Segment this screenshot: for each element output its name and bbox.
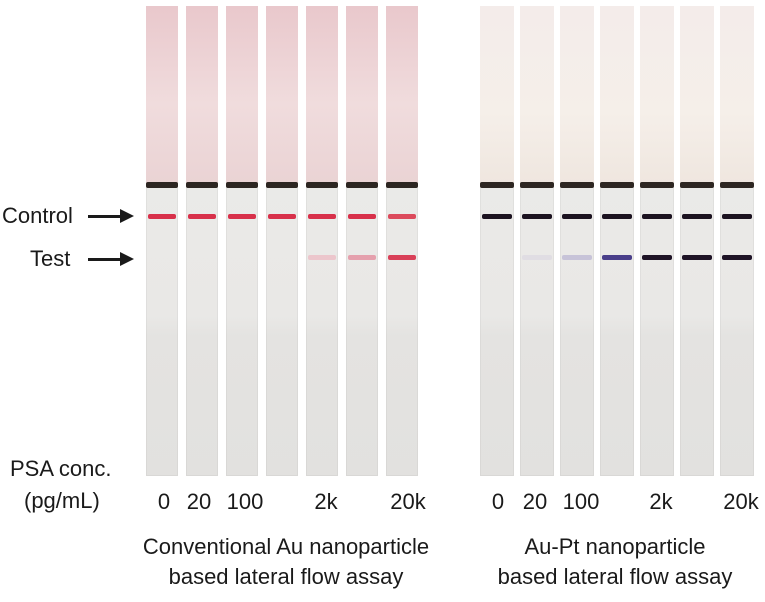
pad-boundary xyxy=(266,182,298,188)
test-band xyxy=(522,255,552,260)
control-band xyxy=(388,214,416,219)
psa-unit-label: (pg/mL) xyxy=(24,488,100,513)
pad-boundary xyxy=(520,182,554,188)
control-band xyxy=(642,214,672,219)
control-band xyxy=(722,214,752,219)
sample-pad xyxy=(720,6,754,184)
control-label: Control xyxy=(2,203,73,228)
sample-pad xyxy=(306,6,338,184)
left-conc-20: 20 xyxy=(186,489,212,514)
right-conc-20k: 20k xyxy=(723,489,759,514)
left-caption: Conventional Au nanoparticle based later… xyxy=(108,532,464,592)
control-band xyxy=(602,214,632,219)
test-label: Test xyxy=(30,246,71,271)
left-conc-0: 0 xyxy=(157,489,171,514)
left-conc-20k: 20k xyxy=(390,489,426,514)
pad-boundary xyxy=(346,182,378,188)
pad-boundary xyxy=(600,182,634,188)
sample-pad xyxy=(386,6,418,184)
control-band xyxy=(482,214,512,219)
left-conc-100: 100 xyxy=(226,489,264,514)
aupt-strip-5 xyxy=(640,6,674,476)
control-band xyxy=(308,214,336,219)
left-conc-2k: 2k xyxy=(314,489,338,514)
au-strip-5 xyxy=(306,6,338,476)
right-caption-line1: Au-Pt nanoparticle xyxy=(524,534,706,559)
control-band xyxy=(522,214,552,219)
control-band xyxy=(228,214,256,219)
sample-pad xyxy=(520,6,554,184)
pad-boundary xyxy=(720,182,754,188)
test-band xyxy=(682,255,712,260)
right-conc-2k: 2k xyxy=(649,489,673,514)
right-conc-0: 0 xyxy=(491,489,505,514)
pad-boundary xyxy=(480,182,514,188)
au-strip-3 xyxy=(226,6,258,476)
pad-boundary xyxy=(146,182,178,188)
pad-boundary xyxy=(386,182,418,188)
control-band xyxy=(682,214,712,219)
aupt-strip-3 xyxy=(560,6,594,476)
sample-pad xyxy=(146,6,178,184)
aupt-strip-7 xyxy=(720,6,754,476)
test-band xyxy=(348,255,376,260)
test-band xyxy=(602,255,632,260)
au-strip-6 xyxy=(346,6,378,476)
pad-boundary xyxy=(680,182,714,188)
sample-pad xyxy=(560,6,594,184)
control-band xyxy=(562,214,592,219)
sample-pad xyxy=(346,6,378,184)
test-band xyxy=(562,255,592,260)
au-strip-2 xyxy=(186,6,218,476)
test-band xyxy=(308,255,336,260)
psa-concentration-label: PSA conc. xyxy=(10,456,112,481)
sample-pad xyxy=(640,6,674,184)
control-arrow-icon xyxy=(88,209,134,223)
aupt-strip-2 xyxy=(520,6,554,476)
au-strip-1 xyxy=(146,6,178,476)
sample-pad xyxy=(600,6,634,184)
right-caption-line2: based lateral flow assay xyxy=(497,564,733,589)
pad-boundary xyxy=(640,182,674,188)
pad-boundary xyxy=(226,182,258,188)
au-strip-4 xyxy=(266,6,298,476)
aupt-strip-4 xyxy=(600,6,634,476)
test-band xyxy=(722,255,752,260)
sample-pad xyxy=(266,6,298,184)
left-caption-line1: Conventional Au nanoparticle xyxy=(142,534,430,559)
right-conc-100: 100 xyxy=(562,489,600,514)
au-strip-7 xyxy=(386,6,418,476)
sample-pad xyxy=(480,6,514,184)
pad-boundary xyxy=(560,182,594,188)
test-band xyxy=(388,255,416,260)
pad-boundary xyxy=(186,182,218,188)
control-band xyxy=(348,214,376,219)
pad-boundary xyxy=(306,182,338,188)
control-band xyxy=(188,214,216,219)
test-band xyxy=(642,255,672,260)
test-arrow-icon xyxy=(88,252,134,266)
right-conc-20: 20 xyxy=(522,489,548,514)
sample-pad xyxy=(226,6,258,184)
control-band xyxy=(148,214,176,219)
right-caption: Au-Pt nanoparticle based lateral flow as… xyxy=(470,532,760,592)
sample-pad xyxy=(680,6,714,184)
sample-pad xyxy=(186,6,218,184)
left-caption-line2: based lateral flow assay xyxy=(168,564,404,589)
aupt-strip-1 xyxy=(480,6,514,476)
aupt-strip-6 xyxy=(680,6,714,476)
control-band xyxy=(268,214,296,219)
